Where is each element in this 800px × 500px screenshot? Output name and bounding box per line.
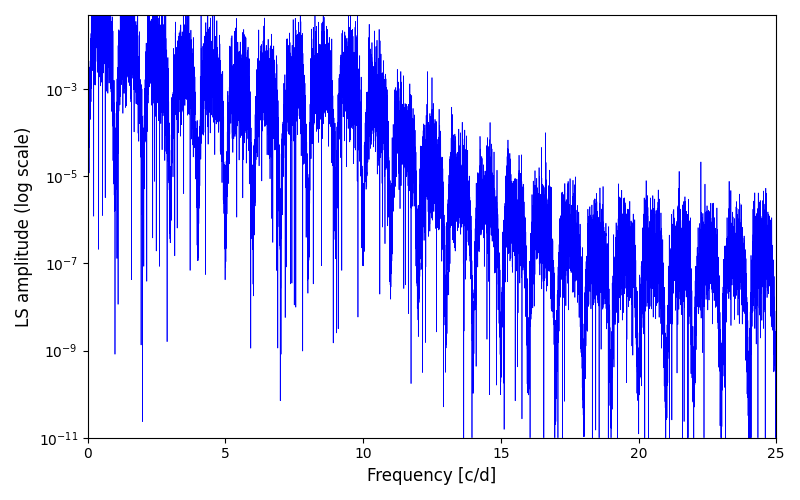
Y-axis label: LS amplitude (log scale): LS amplitude (log scale) <box>15 126 33 326</box>
X-axis label: Frequency [c/d]: Frequency [c/d] <box>367 467 497 485</box>
